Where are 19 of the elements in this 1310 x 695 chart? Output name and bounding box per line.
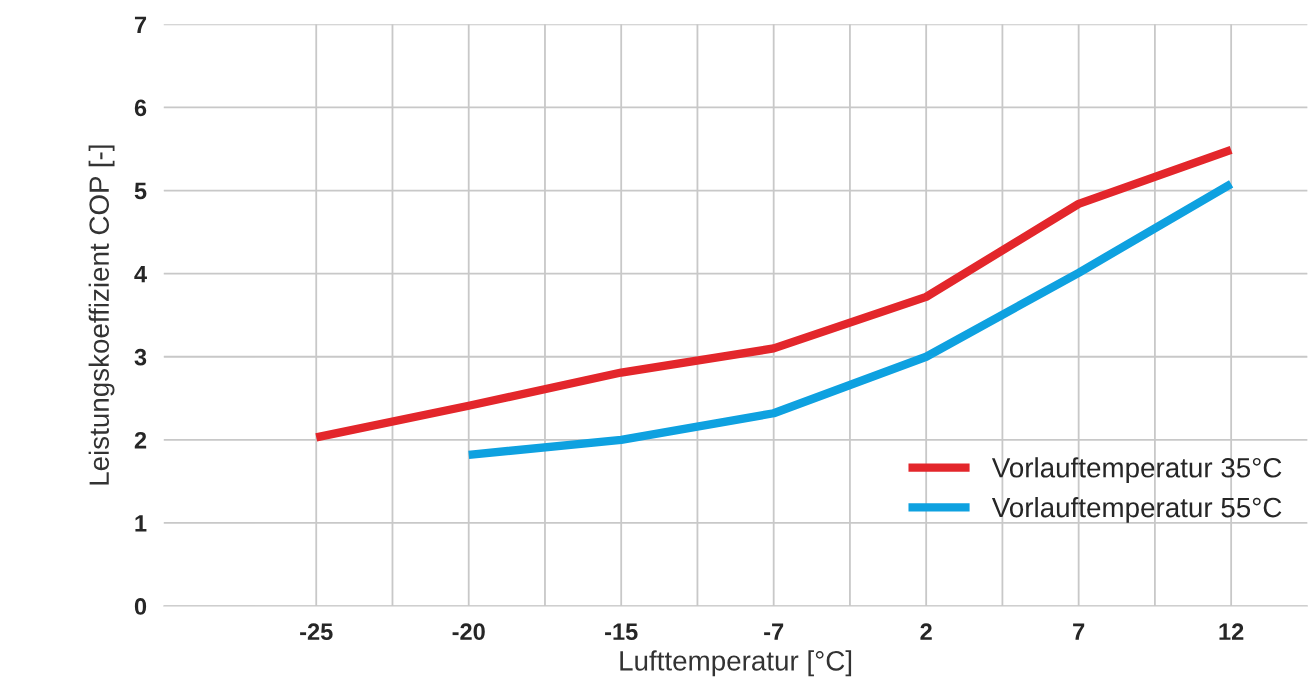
y-tick-label: 3 (134, 348, 147, 366)
y-tick-label: 4 (134, 265, 147, 283)
x-tick-label: 2 (920, 623, 932, 640)
x-tick-label: -25 (300, 623, 333, 641)
x-tick-label: 7 (1073, 623, 1085, 640)
x-axis-title: Lufttemperatur [°C] (620, 650, 852, 677)
y-tick-label: 0 (134, 598, 147, 615)
x-tick-label: -20 (452, 623, 485, 641)
y-tick-label: 5 (134, 182, 147, 200)
x-tick-label: -15 (605, 623, 638, 641)
y-tick-label: 6 (134, 99, 147, 117)
x-tick-label: -7 (764, 623, 784, 640)
y-axis-title: Leistungskoeffizient COP [-] (88, 145, 115, 485)
y-tick-label: 2 (134, 431, 147, 449)
y-tick-label: 1 (135, 515, 147, 532)
x-tick-label: 12 (1219, 623, 1244, 640)
legend-label: Vorlauftemperatur 35°C (991, 457, 1282, 484)
y-tick-label: 7 (134, 16, 147, 33)
legend-label: Vorlauftemperatur 55°C (991, 496, 1282, 523)
